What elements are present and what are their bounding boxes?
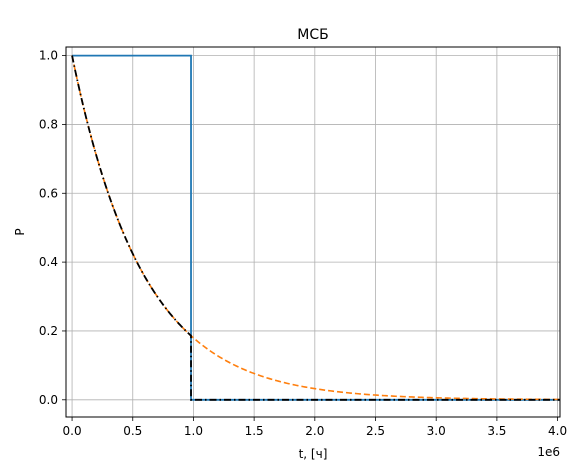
x-axis: 0.0 0.5 1.0 1.5 2.0 2.5 3.0 3.5 4.0: [63, 417, 567, 438]
x-tick-label: 1.5: [245, 424, 264, 438]
x-tick-label: 3.0: [427, 424, 446, 438]
x-tick-label: 0.5: [123, 424, 142, 438]
y-tick-label: 0.6: [39, 186, 58, 200]
series-group: [71, 54, 561, 401]
x-tick-label: 3.5: [487, 424, 506, 438]
x-tick-label: 4.0: [548, 424, 567, 438]
plot-frame: [65, 46, 561, 418]
y-axis-label: P: [13, 228, 27, 235]
x-axis-offset-label: 1e6: [537, 445, 560, 459]
series-product-line: [71, 55, 560, 401]
x-tick-label: 1.0: [184, 424, 203, 438]
series-exponential-line: [71, 55, 561, 401]
x-tick-label: 0.0: [63, 424, 82, 438]
x-axis-label: t, [ч]: [299, 447, 328, 461]
y-tick-label: 0.2: [39, 324, 58, 338]
x-tick-label: 2.5: [366, 424, 385, 438]
y-tick-label: 0.8: [39, 117, 58, 131]
y-tick-label: 0.0: [39, 393, 58, 407]
y-tick-label: 0.4: [39, 255, 58, 269]
x-tick-label: 2.0: [305, 424, 324, 438]
y-tick-label: 1.0: [39, 49, 58, 63]
y-axis: 0.0 0.2 0.4 0.6 0.8 1.0: [39, 49, 66, 407]
chart-title: МСБ: [297, 27, 328, 43]
